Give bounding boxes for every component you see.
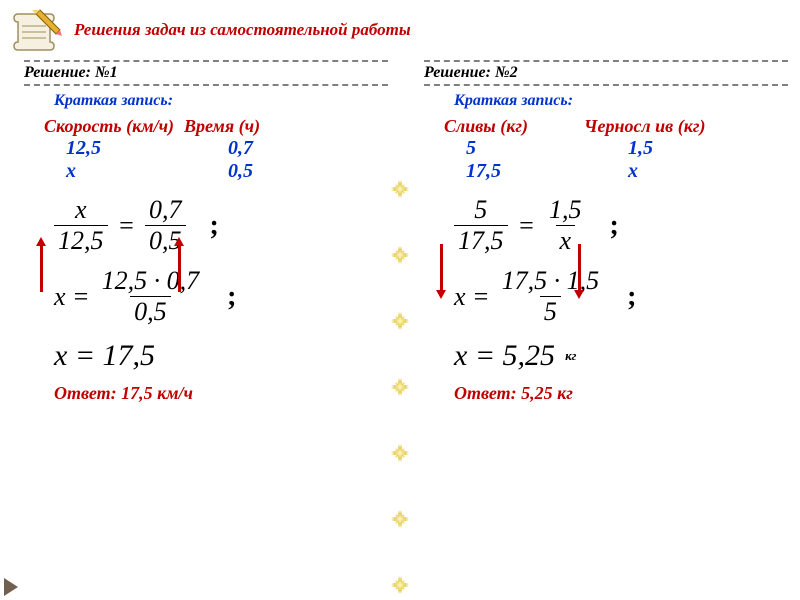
cell: 12,5 bbox=[44, 137, 206, 160]
solution-2-table-header: Сливы (кг) Черносл ив (кг) bbox=[444, 116, 788, 137]
equation-2-result: x = 5,25 кг bbox=[454, 339, 788, 373]
equation-1-result: x = 17,5 bbox=[54, 339, 388, 373]
solution-2-brief: Краткая запись: bbox=[454, 92, 788, 110]
col-time-header: Время (ч) bbox=[184, 116, 324, 137]
equation-1-proportion: x12,5 = 0,70,5 ; bbox=[54, 197, 388, 254]
equation-1-solve: x = 12,5 · 0,70,5 ; bbox=[54, 268, 388, 325]
table-row: x 0,5 bbox=[44, 160, 388, 183]
table-row: 17,5 x bbox=[444, 160, 788, 183]
col-speed-header: Скорость (км/ч) bbox=[44, 116, 184, 137]
arrow-down-icon bbox=[578, 244, 581, 292]
cell: 17,5 bbox=[444, 160, 606, 183]
equation-2-proportion: 517,5 = 1,5x ; bbox=[454, 197, 788, 254]
solution-1: Решение: №1 Краткая запись: Скорость (км… bbox=[0, 56, 400, 404]
solutions-container: Решение: №1 Краткая запись: Скорость (км… bbox=[0, 56, 800, 404]
solution-2-label: Решение: №2 bbox=[424, 60, 788, 86]
table-row: 12,5 0,7 bbox=[44, 137, 388, 160]
sparkle-icon bbox=[387, 440, 413, 466]
sparkle-icon bbox=[387, 242, 413, 268]
answer-2: Ответ: 5,25 кг bbox=[454, 383, 788, 404]
answer-1: Ответ: 17,5 км/ч bbox=[54, 383, 388, 404]
equation-2-solve: x = 17,5 · 1,55 ; bbox=[454, 268, 788, 325]
play-icon bbox=[4, 578, 18, 596]
sparkle-icon bbox=[387, 506, 413, 532]
col-prunes-header: Черносл ив (кг) bbox=[584, 116, 724, 137]
cell: 0,7 bbox=[206, 137, 368, 160]
cell: 0,5 bbox=[206, 160, 368, 183]
solution-1-brief: Краткая запись: bbox=[54, 92, 388, 110]
sparkle-icon bbox=[387, 176, 413, 202]
sparkle-divider bbox=[387, 176, 413, 598]
solution-2: Решение: №2 Краткая запись: Сливы (кг) Ч… bbox=[400, 56, 800, 404]
col-plums-header: Сливы (кг) bbox=[444, 116, 584, 137]
solution-1-table-header: Скорость (км/ч) Время (ч) bbox=[44, 116, 388, 137]
scroll-pencil-icon bbox=[10, 8, 64, 52]
arrow-up-icon bbox=[40, 244, 43, 292]
cell: x bbox=[606, 160, 768, 183]
sparkle-icon bbox=[387, 374, 413, 400]
cell: 1,5 bbox=[606, 137, 768, 160]
table-row: 5 1,5 bbox=[444, 137, 788, 160]
page-title: Решения задач из самостоятельной работы bbox=[74, 20, 411, 40]
arrow-down-icon bbox=[440, 244, 443, 292]
header: Решения задач из самостоятельной работы bbox=[0, 0, 800, 56]
sparkle-icon bbox=[387, 308, 413, 334]
solution-1-label: Решение: №1 bbox=[24, 60, 388, 86]
arrow-up-icon bbox=[178, 244, 181, 292]
cell: x bbox=[44, 160, 206, 183]
cell: 5 bbox=[444, 137, 606, 160]
sparkle-icon bbox=[387, 572, 413, 598]
